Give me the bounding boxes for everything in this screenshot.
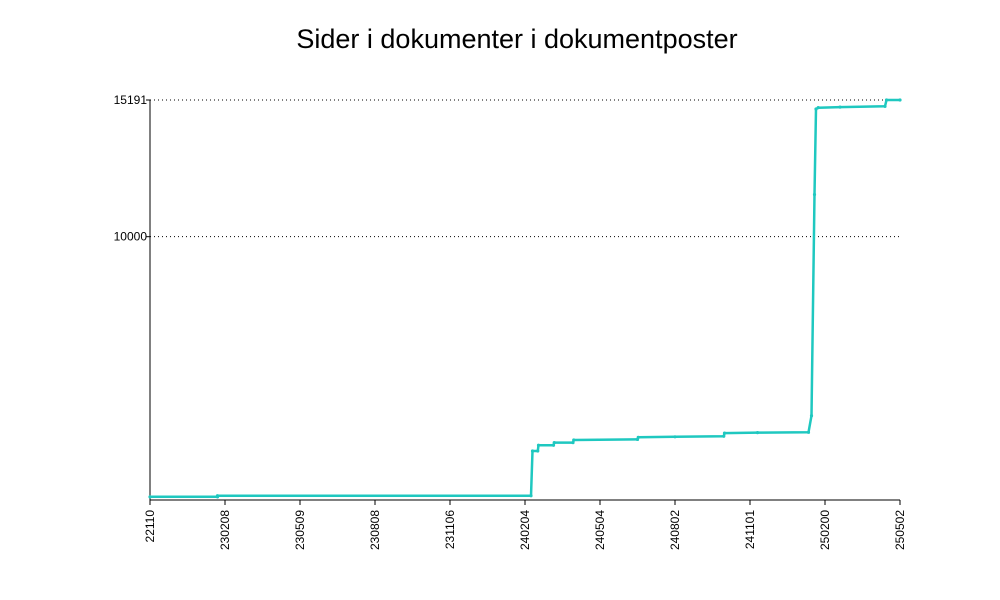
y-tick-labels: 15191 10000 [114,93,148,244]
x-tick-label: 230509 [293,510,307,550]
y-tick-label: 10000 [114,230,148,244]
data-point [812,192,817,197]
data-point [673,435,677,439]
data-point [552,440,556,445]
data-point [883,104,887,108]
x-tick-label: 250200 [818,510,832,550]
data-point [816,106,820,110]
data-point [215,494,220,498]
series-layer [148,98,902,499]
data-point [551,443,556,447]
data-point [898,98,902,102]
x-tick-label: 231106 [443,510,457,549]
x-tick-label: 240504 [593,510,607,550]
x-tick-label: 240802 [668,510,682,550]
data-point [755,430,760,435]
data-point [571,440,575,445]
x-tick-label: 240204 [518,510,532,550]
data-point [722,434,726,438]
x-tick-label: 230208 [218,510,232,550]
x-tick-labels: 22110 230208 230509 230808 231106 240204 24050… [143,510,907,550]
data-point [838,105,842,109]
data-point [572,438,576,442]
chart-title: Sider i dokumenter i dokumentposter [296,24,738,54]
data-point [148,495,152,499]
x-tick-label: 250502 [893,510,907,550]
data-point [636,435,640,439]
data-point [806,430,811,434]
grid-lines [150,99,900,238]
data-point [536,449,540,453]
series-line [150,98,900,499]
data-point [530,449,535,453]
x-tick-label: 230808 [368,510,382,550]
data-point [809,414,814,418]
y-tick-label: 15191 [114,93,148,107]
x-tick-label: 241101 [743,510,757,549]
data-point [884,98,889,102]
data-point [536,443,541,447]
x-tick-label: 22110 [143,510,157,543]
data-point [529,494,533,498]
data-point [722,431,727,435]
axes [146,99,901,505]
